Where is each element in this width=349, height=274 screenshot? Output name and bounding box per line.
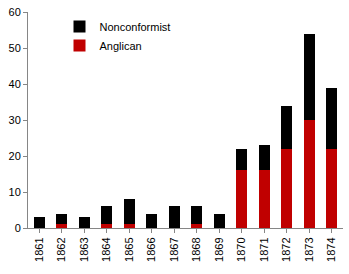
svg-text:1862: 1862: [55, 237, 67, 261]
svg-text:1873: 1873: [303, 237, 315, 261]
svg-text:1864: 1864: [100, 237, 112, 261]
svg-text:50: 50: [9, 42, 21, 54]
svg-text:10: 10: [9, 186, 21, 198]
svg-text:20: 20: [9, 150, 21, 162]
svg-text:1871: 1871: [258, 237, 270, 261]
svg-text:1866: 1866: [145, 237, 157, 261]
svg-text:1863: 1863: [78, 237, 90, 261]
svg-text:1869: 1869: [213, 237, 225, 261]
svg-text:1874: 1874: [325, 237, 337, 261]
svg-text:Nonconformist: Nonconformist: [100, 21, 171, 33]
svg-text:1868: 1868: [190, 237, 202, 261]
svg-text:40: 40: [9, 78, 21, 90]
svg-text:Anglican: Anglican: [100, 40, 142, 52]
svg-text:0: 0: [15, 222, 21, 234]
svg-text:1867: 1867: [168, 237, 180, 261]
svg-text:1872: 1872: [280, 237, 292, 261]
svg-text:30: 30: [9, 114, 21, 126]
svg-text:60: 60: [9, 6, 21, 18]
svg-text:1865: 1865: [123, 237, 135, 261]
svg-text:1870: 1870: [235, 237, 247, 261]
svg-text:1861: 1861: [33, 237, 45, 261]
